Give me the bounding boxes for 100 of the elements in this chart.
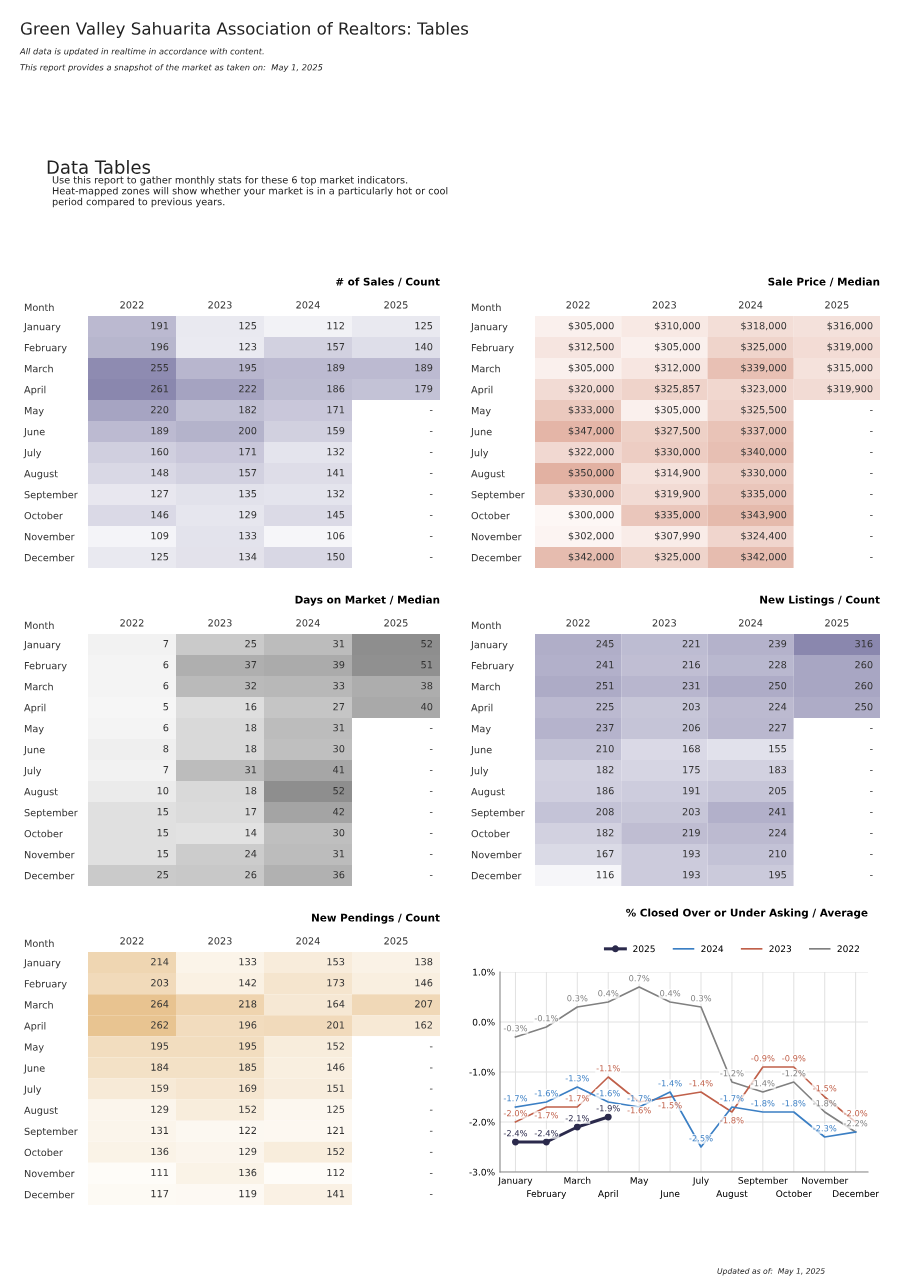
data-label: 32	[245, 681, 256, 690]
y-tick-label: July	[23, 448, 42, 459]
text: -	[429, 1067, 433, 1069]
x-tick-label: September	[738, 1176, 788, 1186]
data-label: 260	[855, 660, 873, 669]
y-tick-label: November	[24, 532, 75, 541]
data-label: $302,000	[568, 531, 614, 541]
data-label: $327,500	[655, 426, 700, 436]
data-label: 185	[239, 1063, 257, 1071]
y-tick-label: April	[24, 1022, 46, 1032]
data-label: $343,900	[741, 510, 787, 520]
y-tick-label: May	[24, 725, 44, 735]
data-label: $315,000	[827, 363, 873, 373]
y-tick-label: November	[471, 532, 522, 541]
x-tick-label: April	[597, 1190, 618, 1199]
data-label: -1.8%	[751, 1100, 775, 1107]
data-label: 121	[327, 1126, 345, 1134]
text: -	[429, 749, 433, 750]
data-label: 8	[163, 744, 169, 753]
y-tick-label: March	[24, 1001, 53, 1009]
data-label: -1.9%	[596, 1105, 620, 1112]
data-label: 241	[769, 807, 786, 816]
y-tick-label: September	[471, 808, 525, 819]
text: -	[429, 770, 433, 771]
data-label: 262	[151, 1021, 168, 1029]
data-label: 125	[415, 321, 433, 330]
chart-title: New Listings / Count	[760, 595, 880, 606]
data-label: 0.7%	[629, 975, 650, 982]
data-label: -2.0%	[843, 1110, 868, 1117]
data-label: 138	[415, 958, 433, 966]
data-label: $333,000	[568, 405, 614, 415]
data-label: $335,000	[655, 510, 700, 520]
text: All data is updated in realtime in accordance with content.	[19, 48, 264, 57]
data-label: $310,000	[655, 321, 700, 331]
data-label: 222	[239, 384, 256, 393]
data-label: 15	[157, 808, 169, 816]
data-label: 39	[333, 660, 345, 669]
chart-title: New Pendings / Count	[312, 913, 440, 924]
data-label: 122	[239, 1126, 256, 1134]
data-label: -0.9%	[751, 1055, 775, 1062]
data-label: 42	[333, 807, 344, 816]
data-label: 241	[596, 660, 614, 669]
data-label: -2.4%	[503, 1130, 528, 1137]
data-label: $325,857	[655, 384, 700, 394]
y-tick-label: August	[24, 788, 58, 798]
text: -	[870, 749, 873, 750]
data-label: -1.7%	[720, 1095, 744, 1102]
text: -	[429, 1088, 433, 1090]
data-label: 208	[596, 807, 614, 816]
data-label: 112	[327, 321, 344, 330]
data-label: -2.2%	[843, 1120, 868, 1127]
data-label: 196	[151, 342, 169, 351]
x-tick-label: November	[802, 1176, 849, 1184]
data-label: 264	[151, 1000, 169, 1008]
data-label: 251	[596, 681, 614, 690]
data-label: 231	[682, 681, 700, 690]
data-label: 129	[151, 1105, 169, 1113]
data-label: -1.4%	[658, 1080, 682, 1087]
y-tick-label: January	[23, 641, 61, 651]
data-label: 125	[239, 321, 257, 330]
data-label: 0.3%	[690, 995, 712, 1002]
data-label: 191	[151, 321, 169, 330]
y-tick-label: December	[24, 871, 75, 880]
text: -	[870, 494, 873, 495]
data-label: 129	[239, 1147, 257, 1156]
data-label: 219	[682, 828, 700, 837]
data-label: $330,000	[568, 489, 614, 499]
data-label: 141	[327, 469, 345, 477]
data-label: 148	[151, 468, 169, 477]
text: -	[870, 452, 873, 453]
data-label: 26	[245, 870, 257, 879]
data-label: -0.9%	[782, 1055, 806, 1062]
data-label: 40	[421, 702, 433, 711]
data-label: 37	[245, 660, 257, 669]
text: Data Tables	[47, 160, 151, 174]
data-label: 117	[151, 1190, 169, 1198]
y-tick-label: September	[24, 490, 78, 501]
text: -	[429, 452, 433, 453]
data-label: 210	[769, 849, 787, 858]
data-label: -1.7%	[534, 1112, 559, 1119]
y-tick-label: November	[471, 850, 522, 859]
data-label: 0.4%	[660, 990, 681, 997]
x-tick-label: 2025	[825, 619, 849, 627]
y-tick-label: 1.0%	[473, 968, 495, 976]
x-tick-label: 2022	[566, 619, 590, 627]
data-label: $320,000	[568, 384, 614, 394]
data-label: $322,000	[568, 447, 614, 457]
x-tick-label: 2024	[296, 937, 320, 945]
data-label: 195	[769, 870, 786, 879]
data-label: 31	[333, 723, 345, 732]
y-tick-label: December	[24, 553, 75, 562]
legend-label: 2023	[769, 945, 792, 953]
legend-label: 2022	[837, 945, 859, 953]
data-label: 184	[151, 1063, 169, 1071]
data-label: 207	[415, 1000, 433, 1008]
data-label: $319,900	[827, 384, 873, 394]
data-label: -1.6%	[596, 1090, 620, 1097]
data-label: 6	[163, 681, 169, 690]
data-label: $305,000	[568, 363, 614, 373]
data-label: 151	[327, 1084, 345, 1092]
